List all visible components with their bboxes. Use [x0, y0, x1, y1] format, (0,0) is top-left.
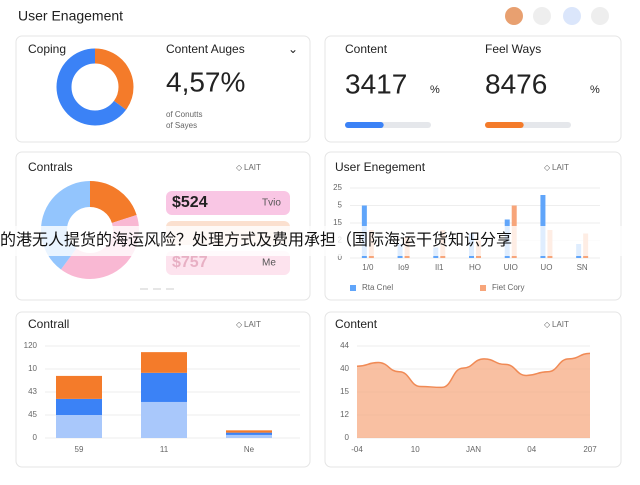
y-tick-label: 0: [338, 253, 343, 262]
metric: 3417: [345, 68, 407, 99]
legend-label: Fiet Cory: [492, 283, 524, 292]
area-line: [356, 352, 591, 389]
banner: 的港无人提货的海运风险？处理方式及费用承担（国际海运干货知识分享: [0, 231, 512, 249]
bar-segment: [141, 401, 187, 438]
x-tick-label: 04: [527, 445, 536, 454]
x-tick-label: UO: [540, 263, 552, 272]
filter[interactable]: LAIT: [244, 163, 261, 172]
y-tick-label: 25: [333, 183, 342, 192]
y-tick-label: 15: [333, 218, 342, 227]
x-tick-label: Io9: [398, 263, 410, 272]
card-title: Coping: [28, 42, 66, 56]
x-tick-label: 1/0: [362, 263, 374, 272]
bar-segment: [56, 398, 102, 415]
y-tick-label: 40: [340, 364, 349, 373]
bar-segment: [56, 415, 102, 438]
caption: of Sayes: [166, 121, 197, 130]
y-tick-label: 15: [340, 387, 349, 396]
x-tick-label: HO: [469, 263, 481, 272]
x-tick-label: 207: [583, 445, 597, 454]
x-tick-label: 59: [75, 445, 84, 454]
y-tick-label: 12: [340, 410, 349, 419]
x-tick-label: 10: [411, 445, 420, 454]
metric-title: Content Auges: [166, 42, 245, 56]
area: [357, 353, 590, 438]
card-title: Contrals: [28, 160, 73, 174]
legend-swatch: [480, 285, 486, 291]
y-tick-label: 43: [28, 387, 37, 396]
chevron[interactable]: ⌄: [288, 42, 298, 56]
filter-icon: ◇: [544, 163, 551, 172]
bar-segment: [226, 432, 272, 435]
bar-segment: [226, 434, 272, 438]
x-tick-label: UIO: [504, 263, 518, 272]
x-tick-label: SN: [577, 263, 588, 272]
pill-label: Me: [262, 258, 276, 269]
icon-button[interactable]: [591, 7, 609, 25]
pill: [166, 251, 290, 275]
x-tick-label: JAN: [466, 445, 481, 454]
y-tick-label: 120: [24, 341, 38, 350]
bar-segment: [141, 352, 187, 373]
card-title: Contrall: [28, 317, 69, 331]
y-tick-label: 0: [345, 433, 350, 442]
progress-bar: [345, 122, 384, 128]
icon-button[interactable]: [563, 7, 581, 25]
metric-title: Content: [345, 42, 388, 56]
pill-amount: $524: [172, 194, 208, 211]
y-tick-label: 10: [28, 364, 37, 373]
filter-icon: ◇: [236, 163, 243, 172]
legend-label: Rta Cnel: [362, 283, 393, 292]
y-tick-label: 44: [340, 341, 349, 350]
metric: 4,57%: [166, 66, 245, 97]
card-title: Content: [335, 317, 378, 331]
icon-button[interactable]: [533, 7, 551, 25]
x-tick-label: -04: [351, 445, 363, 454]
card: [324, 35, 622, 143]
legend-swatch: [350, 285, 356, 291]
pill: [166, 191, 290, 215]
progress-bar: [485, 122, 524, 128]
filter[interactable]: LAIT: [552, 320, 569, 329]
card-title: User Enegement: [335, 160, 426, 174]
metric-unit: %: [430, 84, 440, 96]
bar-segment: [226, 430, 272, 433]
bar-segment: [56, 375, 102, 399]
page-title: User Enagement: [18, 8, 123, 24]
filter[interactable]: LAIT: [552, 163, 569, 172]
filter[interactable]: LAIT: [244, 320, 261, 329]
x-tick-label: Il1: [435, 263, 444, 272]
donut-segment: [56, 48, 134, 126]
metric: 8476: [485, 68, 547, 99]
caption: of Conutts: [166, 110, 202, 119]
bar-segment: [141, 372, 187, 402]
metric-unit: %: [590, 84, 600, 96]
x-tick-label: 11: [160, 445, 169, 454]
y-tick-label: 0: [33, 433, 38, 442]
pill-amount: $757: [172, 254, 208, 271]
x-tick-label: Ne: [244, 445, 255, 454]
avatar[interactable]: [505, 7, 523, 25]
filter-icon: ◇: [236, 320, 243, 329]
y-tick-label: 45: [28, 410, 37, 419]
pill-label: Tvio: [262, 198, 281, 209]
filter-icon: ◇: [544, 320, 551, 329]
banner-bg: [0, 226, 640, 256]
metric-title: Feel Ways: [485, 42, 541, 56]
y-tick-label: 5: [338, 201, 343, 210]
